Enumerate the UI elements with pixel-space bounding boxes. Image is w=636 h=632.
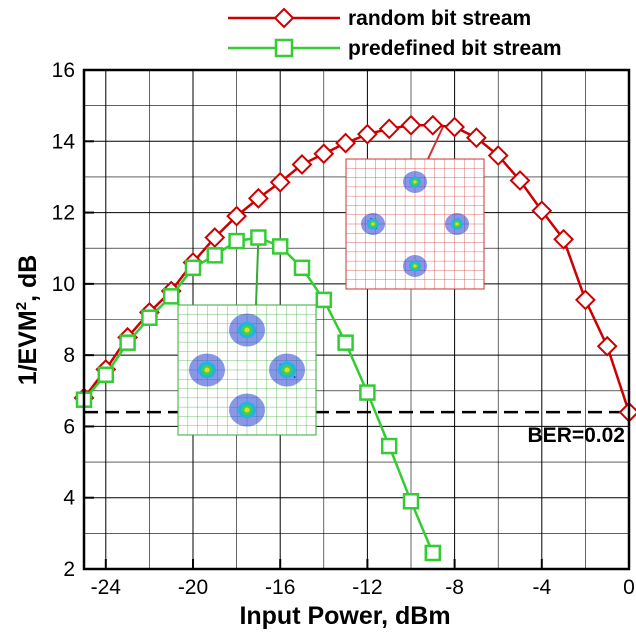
series-random bbox=[73, 114, 636, 423]
cluster-core bbox=[284, 367, 290, 373]
cluster-core bbox=[204, 367, 210, 373]
constellation-cluster bbox=[445, 213, 469, 235]
y-tick-label: 12 bbox=[52, 202, 75, 225]
data-point-diamond bbox=[509, 170, 531, 191]
ber-label: BER=0.02 bbox=[528, 424, 625, 447]
series-group bbox=[73, 114, 636, 562]
data-point-diamond bbox=[444, 116, 466, 138]
data-point-diamond bbox=[226, 205, 248, 227]
y-axis-title-main: 1/EVM bbox=[14, 310, 42, 385]
y-tick-label: 4 bbox=[63, 487, 75, 510]
cluster-core bbox=[244, 327, 250, 333]
constellation-cluster bbox=[361, 213, 385, 235]
legend-marker-random bbox=[273, 7, 295, 29]
y-tick-label: 14 bbox=[52, 130, 76, 153]
data-point-diamond bbox=[487, 145, 509, 166]
data-point-square bbox=[380, 437, 398, 455]
constellation-cluster bbox=[229, 313, 265, 347]
x-tick-label: -8 bbox=[445, 576, 464, 599]
data-point-diamond bbox=[465, 127, 487, 149]
cluster-core bbox=[455, 222, 459, 226]
constellation-random bbox=[345, 124, 485, 290]
data-point-square bbox=[424, 544, 442, 562]
x-tick-label: -12 bbox=[352, 576, 382, 599]
cluster-sample bbox=[293, 376, 296, 378]
x-axis-title: Input Power, dBm bbox=[239, 602, 450, 630]
data-point-diamond bbox=[531, 200, 553, 222]
data-point-square bbox=[206, 247, 224, 264]
grid bbox=[84, 70, 629, 569]
data-point-square bbox=[119, 334, 136, 351]
data-point-square bbox=[162, 288, 180, 305]
data-point-diamond bbox=[269, 171, 291, 193]
x-tick-label: 0 bbox=[623, 576, 635, 599]
data-point-diamond bbox=[422, 114, 444, 136]
data-point-diamond bbox=[378, 118, 400, 140]
data-point-diamond bbox=[204, 227, 226, 248]
data-point-diamond bbox=[313, 143, 335, 165]
data-point-diamond bbox=[335, 132, 357, 154]
plot-frame bbox=[82, 68, 631, 571]
data-point-square bbox=[141, 309, 158, 326]
cluster-core bbox=[244, 407, 250, 413]
y-tick-label: 2 bbox=[63, 558, 75, 581]
constellation-cluster bbox=[403, 255, 427, 277]
data-point-square bbox=[337, 334, 354, 351]
x-tick-label: -4 bbox=[532, 576, 551, 599]
data-point-square bbox=[184, 259, 202, 277]
x-tick-label: -24 bbox=[91, 576, 122, 599]
data-point-diamond bbox=[574, 289, 596, 311]
data-point-diamond bbox=[596, 335, 618, 357]
data-point-square bbox=[359, 384, 376, 401]
data-point-square bbox=[228, 232, 245, 250]
data-point-square bbox=[271, 238, 289, 255]
y-tick-label: 6 bbox=[63, 415, 75, 438]
data-point-diamond bbox=[356, 123, 378, 145]
y-axis-title-sup: 2 bbox=[13, 302, 30, 310]
constellation-cluster bbox=[403, 171, 427, 193]
data-point-square bbox=[293, 259, 311, 277]
legend-entry-random: random bit stream bbox=[228, 7, 531, 30]
inset-leader-line bbox=[255, 237, 260, 306]
x-tick-label: -20 bbox=[178, 576, 208, 599]
y-tick-label: 8 bbox=[63, 344, 75, 367]
constellation-cluster bbox=[229, 393, 265, 427]
legend: random bit stream predefined bit stream bbox=[228, 7, 562, 60]
inset-leader-line bbox=[427, 124, 445, 160]
axis-ticks: -24 -20 -16 -12 -8 -4 0 2 4 6 8 10 12 14 16 bbox=[52, 59, 635, 599]
series-predefined bbox=[75, 229, 442, 562]
cluster-core bbox=[413, 264, 417, 268]
data-point-square bbox=[250, 229, 267, 246]
legend-marker-predefined bbox=[274, 38, 294, 58]
cluster-core bbox=[371, 222, 375, 226]
y-tick-label: 16 bbox=[52, 59, 75, 82]
data-point-square bbox=[97, 366, 115, 383]
cluster-core bbox=[413, 180, 417, 184]
x-tick-label: -16 bbox=[265, 576, 295, 599]
data-point-square bbox=[315, 291, 333, 309]
data-point-diamond bbox=[400, 114, 422, 136]
constellation-predefined bbox=[177, 237, 317, 436]
legend-entry-predefined: predefined bit stream bbox=[228, 37, 562, 60]
legend-label-random: random bit stream bbox=[348, 7, 531, 30]
data-point-square bbox=[402, 493, 420, 510]
y-axis-title: 1/EVM2, dB bbox=[13, 255, 42, 386]
data-point-diamond bbox=[553, 228, 575, 250]
y-axis-title-unit: , dB bbox=[14, 255, 42, 302]
data-point-diamond bbox=[291, 154, 313, 175]
y-tick-label: 10 bbox=[52, 273, 75, 296]
legend-label-predefined: predefined bit stream bbox=[348, 37, 562, 60]
constellation-insets bbox=[177, 124, 485, 436]
data-point-diamond bbox=[247, 187, 269, 209]
constellation-cluster bbox=[189, 353, 225, 387]
constellation-cluster bbox=[269, 353, 305, 387]
